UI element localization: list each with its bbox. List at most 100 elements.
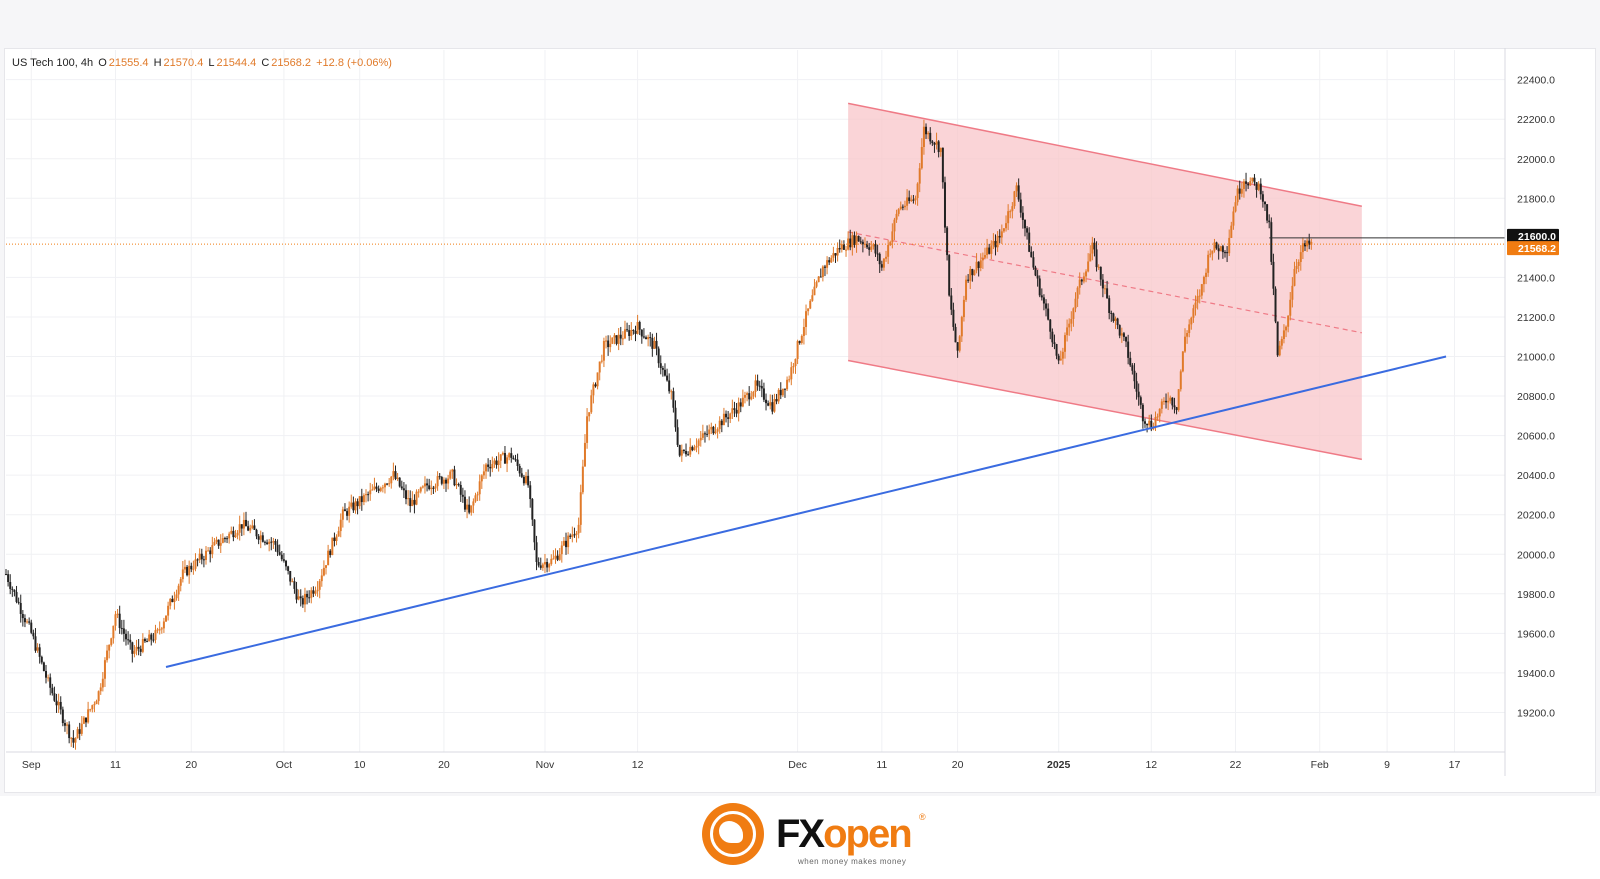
price-chart[interactable]: 19200.0 19400.0 19600.0 19800.0 20000.0 20200… <box>0 0 1600 795</box>
candle-body <box>392 471 395 477</box>
candle-body <box>202 559 205 561</box>
level-price-tag: 21600.0 <box>1518 231 1556 243</box>
candle-body <box>1154 417 1157 428</box>
candle-body <box>649 337 652 339</box>
candle-body <box>716 429 719 432</box>
candle-body <box>1028 232 1031 252</box>
candle-body <box>901 206 904 208</box>
candle-body <box>276 544 279 553</box>
candle-body <box>234 535 237 538</box>
candle-body <box>1066 327 1069 336</box>
candle-body <box>402 488 405 491</box>
candle-body <box>499 454 502 461</box>
candle-body <box>129 639 132 643</box>
candle-body <box>135 646 138 651</box>
candle-body <box>739 402 742 407</box>
candle-body <box>226 538 229 540</box>
candle-body <box>417 491 420 493</box>
candle-body <box>489 466 492 469</box>
candle-body <box>251 525 254 528</box>
candle-body <box>1280 339 1283 346</box>
candle-body <box>558 554 561 560</box>
candle-body <box>259 535 262 540</box>
candle-body <box>455 484 458 486</box>
candle-body <box>1285 326 1288 331</box>
candle-body <box>1194 302 1197 309</box>
candle-body <box>289 570 292 582</box>
x-tick-label: Nov <box>536 759 555 771</box>
channel-lower-line <box>847 359 1362 461</box>
candle-body <box>1116 318 1119 326</box>
logo-ring <box>710 811 756 857</box>
candle-body <box>1173 405 1176 408</box>
candle-body <box>722 413 725 426</box>
candle-body <box>348 506 351 516</box>
candle-body <box>38 647 41 657</box>
candle-body <box>914 197 917 201</box>
candle-body <box>779 389 782 396</box>
candle-body <box>560 545 563 555</box>
candle-body <box>116 613 119 615</box>
candle-body <box>173 598 176 603</box>
candle-body <box>1236 188 1239 203</box>
candle-body <box>813 286 816 296</box>
candle-body <box>510 453 513 458</box>
symbol-label: US Tech 100, 4h <box>12 57 94 69</box>
candle-body <box>973 270 976 276</box>
candle-body <box>794 358 797 367</box>
candle-body <box>897 209 900 214</box>
candle-body <box>247 526 250 531</box>
candle-body <box>567 535 570 548</box>
candle-body <box>527 475 530 486</box>
candle-body <box>122 628 125 634</box>
candle-body <box>337 531 340 537</box>
candle-body <box>790 367 793 380</box>
y-tick-label: 19800.0 <box>1517 589 1555 601</box>
candle-body <box>40 656 43 663</box>
current-price-tag-bg <box>1507 241 1559 256</box>
candle-body <box>327 550 330 566</box>
candle-body <box>485 464 488 472</box>
candle-body <box>15 591 18 602</box>
candle-body <box>520 473 523 477</box>
candle-body <box>859 241 862 243</box>
x-tick-label: 22 <box>1230 759 1242 771</box>
candle-body <box>1255 182 1258 190</box>
candle-body <box>89 709 92 711</box>
candle-body <box>1059 358 1062 361</box>
candle-body <box>1165 400 1168 403</box>
candle-body <box>672 391 675 408</box>
candle-body <box>642 336 645 338</box>
candle-body <box>912 199 915 201</box>
candle-body <box>459 484 462 495</box>
candle-body <box>447 478 450 484</box>
candle-body <box>268 541 271 545</box>
candle-body <box>45 671 48 678</box>
candle-body <box>979 260 982 268</box>
candle-body <box>430 487 433 490</box>
candle-body <box>1272 261 1275 289</box>
candle-body <box>165 615 168 622</box>
candle-body <box>70 737 73 739</box>
candle-body <box>678 444 681 456</box>
candle-body <box>310 590 313 598</box>
candle-body <box>733 408 736 410</box>
candle-body <box>301 598 304 605</box>
candle-body <box>453 469 456 486</box>
candle-body <box>600 360 603 362</box>
candle-body <box>339 519 342 532</box>
candle-body <box>169 598 172 606</box>
candle-body <box>238 524 241 533</box>
candle-body <box>1186 332 1189 337</box>
candle-body <box>354 501 357 511</box>
candle-body <box>1093 242 1096 250</box>
candle-body <box>619 334 622 339</box>
candle-body <box>36 647 39 651</box>
candle-body <box>1196 296 1199 303</box>
candle-body <box>943 182 946 228</box>
candle-body <box>1135 381 1138 392</box>
candle-body <box>181 569 184 580</box>
candle-body <box>882 258 885 268</box>
candle-body <box>581 466 584 493</box>
candle-body <box>878 253 881 265</box>
